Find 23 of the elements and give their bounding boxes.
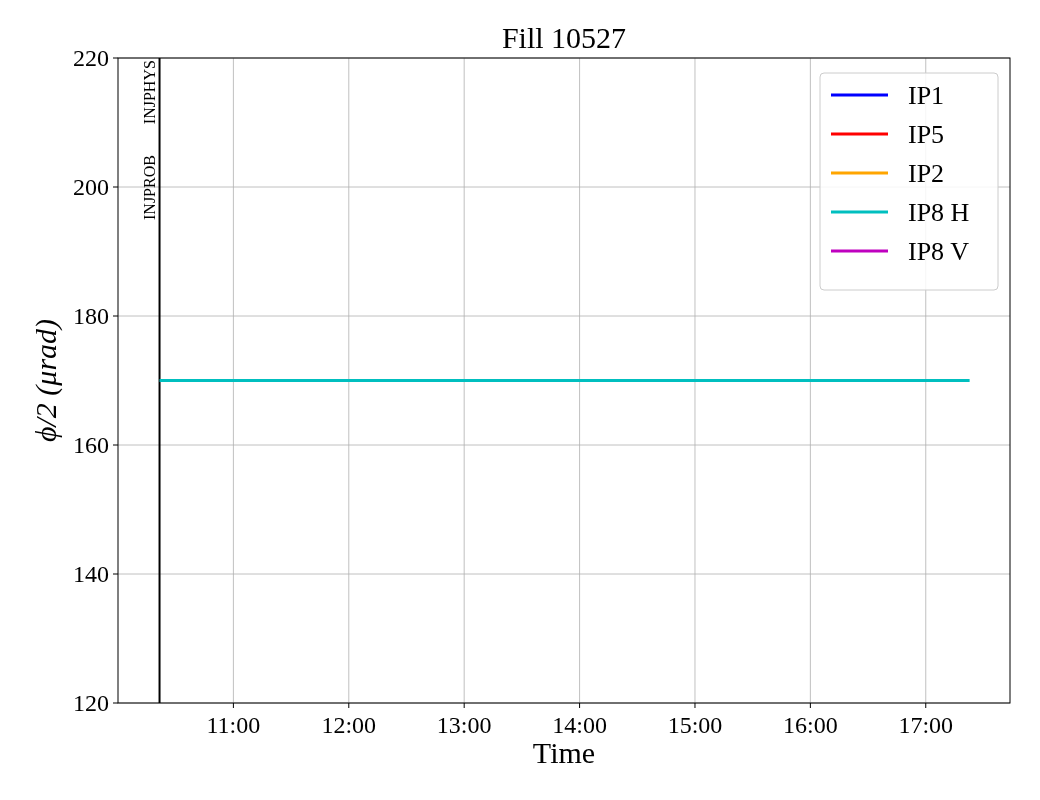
legend-label: IP1 xyxy=(908,81,945,110)
x-tick-label: 16:00 xyxy=(783,712,838,738)
legend-label: IP8 H xyxy=(908,198,970,227)
x-tick-label: 17:00 xyxy=(898,712,954,738)
x-tick-label: 15:00 xyxy=(667,712,723,738)
y-axis-title: ϕ/2 (μrad) xyxy=(29,318,63,443)
annotation: INJPHYS xyxy=(140,60,158,125)
y-tick-label: 160 xyxy=(73,432,109,458)
y-tick-label: 120 xyxy=(73,690,109,716)
y-tick-label: 140 xyxy=(73,561,109,587)
y-tick-label: 220 xyxy=(73,45,109,71)
x-axis-title: Time xyxy=(532,736,596,769)
legend-label: IP8 V xyxy=(908,237,970,266)
x-tick-label: 14:00 xyxy=(552,712,607,738)
y-tick-label: 200 xyxy=(73,174,109,200)
y-tick-label: 180 xyxy=(73,303,109,329)
legend-label: IP5 xyxy=(908,120,945,149)
legend-label: IP2 xyxy=(908,159,945,188)
ref-line-label: INJPROB xyxy=(140,155,158,220)
chart-title: Fill 10527 xyxy=(501,21,627,54)
x-tick-label: 12:00 xyxy=(321,712,377,738)
x-tick-label: 11:00 xyxy=(206,712,261,738)
x-tick-label: 13:00 xyxy=(436,712,492,738)
